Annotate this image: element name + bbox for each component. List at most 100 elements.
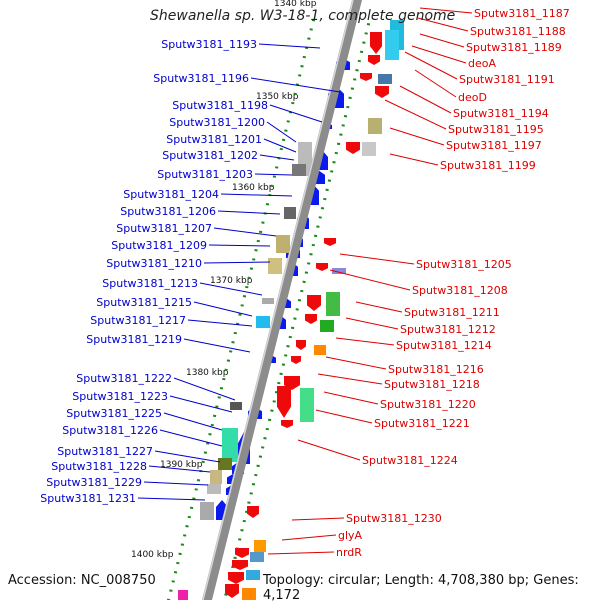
gene-label-right: Sputw3181_1199 bbox=[440, 159, 536, 172]
gene-label-right: Sputw3181_1205 bbox=[416, 258, 512, 271]
leader-line bbox=[259, 44, 320, 48]
gene-block bbox=[300, 388, 314, 422]
tick-mark bbox=[296, 309, 299, 310]
gene-label-left: Sputw3181_1207 bbox=[116, 222, 212, 235]
reverse-gene-arrow bbox=[291, 356, 301, 364]
gene-label-left: Sputw3181_1225 bbox=[66, 407, 162, 420]
tick-mark bbox=[225, 370, 228, 371]
gene-block bbox=[385, 30, 399, 60]
tick-mark bbox=[243, 521, 246, 522]
tick-mark bbox=[257, 466, 260, 467]
tick-mark bbox=[186, 526, 189, 527]
leader-line bbox=[282, 535, 336, 540]
gene-block bbox=[242, 588, 256, 600]
reverse-gene-arrow bbox=[277, 386, 291, 418]
leader-line bbox=[316, 410, 372, 423]
tick-mark bbox=[179, 554, 182, 555]
tick-mark bbox=[293, 318, 296, 319]
tick-mark bbox=[319, 217, 322, 218]
tick-mark bbox=[273, 176, 276, 177]
tick-mark bbox=[213, 416, 216, 417]
gene-label-left: Sputw3181_1213 bbox=[102, 277, 198, 290]
reverse-gene-arrow bbox=[228, 572, 244, 584]
reverse-gene-arrow bbox=[307, 295, 321, 311]
tick-mark bbox=[176, 563, 179, 564]
gene-block bbox=[218, 458, 232, 470]
leader-line bbox=[251, 78, 340, 92]
tick-mark bbox=[316, 226, 319, 227]
reverse-gene-arrow bbox=[235, 548, 249, 558]
tick-mark bbox=[303, 57, 306, 58]
tick-mark bbox=[358, 61, 361, 62]
leader-line bbox=[174, 378, 235, 400]
tick-mark bbox=[227, 360, 230, 361]
reverse-gene-arrow bbox=[281, 420, 293, 428]
gene-block bbox=[256, 316, 270, 328]
tick-mark bbox=[287, 121, 290, 122]
leader-line bbox=[221, 194, 292, 196]
tick-mark bbox=[277, 383, 280, 384]
tick-mark bbox=[245, 287, 248, 288]
tick-mark bbox=[294, 94, 297, 95]
gene-label-left: Sputw3181_1223 bbox=[72, 390, 168, 403]
reverse-gene-arrow bbox=[324, 238, 336, 246]
tick-mark bbox=[254, 475, 257, 476]
tick-mark bbox=[275, 167, 278, 168]
tick-mark bbox=[282, 140, 285, 141]
gene-label-left: Sputw3181_1210 bbox=[106, 257, 202, 270]
tick-mark bbox=[314, 236, 317, 237]
gene-label-left: Sputw3181_1229 bbox=[46, 476, 142, 489]
leader-line bbox=[184, 339, 250, 352]
leader-line bbox=[255, 174, 292, 175]
tick-mark bbox=[229, 351, 232, 352]
leader-line bbox=[218, 211, 280, 214]
tick-mark bbox=[367, 24, 370, 25]
tick-mark bbox=[307, 38, 310, 39]
tick-mark bbox=[284, 355, 287, 356]
tick-mark bbox=[346, 107, 349, 108]
tick-mark bbox=[248, 278, 251, 279]
tick-mark bbox=[250, 268, 253, 269]
tick-mark bbox=[174, 572, 177, 573]
tick-mark bbox=[224, 594, 227, 595]
tick-mark bbox=[300, 291, 303, 292]
gene-block bbox=[276, 235, 290, 253]
reverse-gene-arrow bbox=[316, 263, 328, 271]
leader-line bbox=[268, 552, 334, 554]
leader-line bbox=[415, 70, 456, 97]
tick-mark bbox=[273, 401, 276, 402]
tick-mark bbox=[287, 346, 290, 347]
gene-label-left: Sputw3181_1231 bbox=[40, 492, 136, 505]
gene-block bbox=[268, 258, 282, 274]
leader-line bbox=[144, 482, 208, 485]
leader-line bbox=[330, 270, 410, 290]
gene-label-right: Sputw3181_1221 bbox=[374, 417, 470, 430]
reverse-gene-arrow bbox=[296, 340, 306, 350]
tick-mark bbox=[218, 397, 221, 398]
gene-label-right: Sputw3181_1220 bbox=[380, 398, 476, 411]
scale-label: 1380 kbp bbox=[186, 368, 229, 378]
gene-block bbox=[250, 552, 264, 562]
tick-mark bbox=[234, 558, 237, 559]
gene-label-right: Sputw3181_1218 bbox=[384, 378, 480, 391]
tick-mark bbox=[310, 29, 313, 30]
tick-mark bbox=[303, 282, 306, 283]
gene-label-left: Sputw3181_1204 bbox=[123, 188, 219, 201]
gene-block bbox=[284, 207, 296, 219]
tick-mark bbox=[264, 438, 267, 439]
gene-label-right: Sputw3181_1224 bbox=[362, 454, 458, 467]
tick-mark bbox=[243, 296, 246, 297]
tick-mark bbox=[291, 328, 294, 329]
gene-label-left: Sputw3181_1202 bbox=[162, 149, 258, 162]
tick-mark bbox=[241, 530, 244, 531]
leader-line bbox=[214, 228, 276, 236]
tick-mark bbox=[236, 324, 239, 325]
gene-block bbox=[292, 164, 306, 176]
gene-label-right: Sputw3181_1216 bbox=[388, 363, 484, 376]
gene-block bbox=[362, 142, 376, 156]
tick-mark bbox=[353, 79, 356, 80]
map-title: Shewanella sp. W3-18-1, complete genome bbox=[150, 8, 455, 24]
gene-label-left: Sputw3181_1228 bbox=[51, 460, 147, 473]
reverse-gene-arrow bbox=[375, 86, 389, 98]
gene-block bbox=[210, 470, 222, 484]
